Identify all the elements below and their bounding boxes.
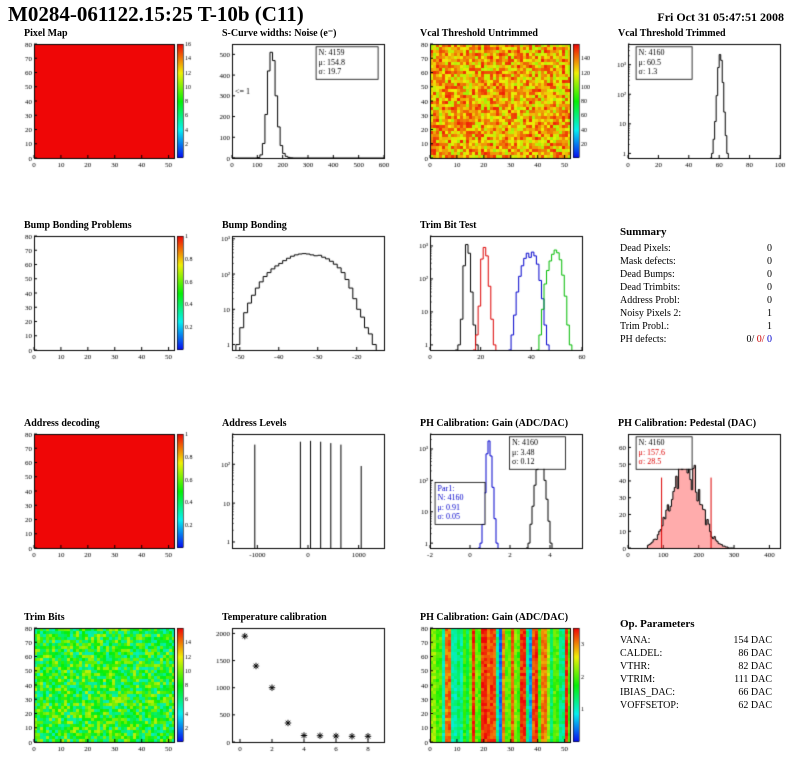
trim-bits-map-canvas bbox=[8, 624, 194, 756]
param-row: VOFFSETOP: 62 DAC bbox=[620, 700, 772, 711]
param-row: IBIAS_DAC: 66 DAC bbox=[620, 687, 772, 698]
chart-title: PH Calibration: Gain (ADC/DAC) bbox=[420, 612, 569, 623]
trim-bit-test-canvas bbox=[404, 232, 590, 364]
chart-title: Vcal Threshold Untrimmed bbox=[420, 28, 538, 39]
param-row: Mask defects: 0 bbox=[620, 256, 772, 267]
param-row: PH defects: 0/ 0/ 0 bbox=[620, 334, 772, 345]
vcal-trimmed-canvas bbox=[602, 40, 788, 172]
param-row: Dead Trimbits: 0 bbox=[620, 282, 772, 293]
timestamp: Fri Oct 31 05:47:51 2008 bbox=[657, 10, 784, 24]
param-row: CALDEL: 86 DAC bbox=[620, 648, 772, 659]
panel-summary: Summary Dead Pixels: 0 Mask defects: 0 Dead … bbox=[620, 226, 772, 346]
chart-title: Bump Bonding bbox=[222, 220, 287, 231]
ph-pedestal-canvas bbox=[602, 430, 788, 562]
panel-ph-gain-hist: PH Calibration: Gain (ADC/DAC) bbox=[404, 418, 594, 564]
address-levels-canvas bbox=[206, 430, 392, 562]
chart-title: Address Levels bbox=[222, 418, 287, 429]
chart-title: Temperature calibration bbox=[222, 612, 327, 623]
scurve-noise-canvas bbox=[206, 40, 392, 172]
summary-title: Summary bbox=[620, 226, 667, 238]
op-parameters-title: Op. Parameters bbox=[620, 618, 695, 630]
op-parameters-rows: VANA: 154 DAC CALDEL: 86 DAC VTHR: 82 DAC VTRI… bbox=[620, 634, 772, 712]
chart-title: Pixel Map bbox=[24, 28, 68, 39]
param-row: Dead Bumps: 0 bbox=[620, 269, 772, 280]
bump-bonding-problems-canvas bbox=[8, 232, 194, 364]
chart-title: PH Calibration: Pedestal (DAC) bbox=[618, 418, 757, 429]
page-title: M0284-061122.15:25 T-10b (C11) bbox=[8, 2, 304, 26]
chart-title: PH Calibration: Gain (ADC/DAC) bbox=[420, 418, 569, 429]
param-row: Dead Pixels: 0 bbox=[620, 243, 772, 254]
panel-vcal-trimmed: Vcal Threshold Trimmed bbox=[602, 28, 792, 174]
panel-vcal-untrimmed: Vcal Threshold Untrimmed bbox=[404, 28, 594, 174]
panel-trim-bit-test: Trim Bit Test bbox=[404, 220, 594, 366]
panel-trim-bits-map: Trim Bits bbox=[8, 612, 198, 758]
temperature-calibration-canvas bbox=[206, 624, 392, 756]
param-row: Noisy Pixels 2: 1 bbox=[620, 308, 772, 319]
chart-title: Bump Bonding Problems bbox=[24, 220, 132, 231]
chart-title: Vcal Threshold Trimmed bbox=[618, 28, 726, 39]
panel-scurve-noise: S-Curve widths: Noise (e⁻) bbox=[206, 28, 396, 174]
ph-gain-map-canvas bbox=[404, 624, 590, 756]
panel-pixel-map: Pixel Map bbox=[8, 28, 198, 174]
panel-ph-gain-map: PH Calibration: Gain (ADC/DAC) bbox=[404, 612, 594, 758]
param-row: Trim Probl.: 1 bbox=[620, 321, 772, 332]
panel-address-decoding: Address decoding bbox=[8, 418, 198, 564]
summary-rows: Dead Pixels: 0 Mask defects: 0 Dead Bumps: 0 D… bbox=[620, 242, 772, 346]
param-row: VANA: 154 DAC bbox=[620, 635, 772, 646]
panel-address-levels: Address Levels bbox=[206, 418, 396, 564]
vcal-untrimmed-canvas bbox=[404, 40, 590, 172]
panel-temperature-calibration: Temperature calibration bbox=[206, 612, 396, 758]
pixel-map-canvas bbox=[8, 40, 194, 172]
ph-gain-hist-canvas bbox=[404, 430, 590, 562]
bump-bonding-canvas bbox=[206, 232, 392, 364]
address-decoding-canvas bbox=[8, 430, 194, 562]
panel-bump-bonding-problems: Bump Bonding Problems bbox=[8, 220, 198, 366]
panel-ph-pedestal: PH Calibration: Pedestal (DAC) bbox=[602, 418, 792, 564]
chart-title: S-Curve widths: Noise (e⁻) bbox=[222, 28, 337, 39]
param-row: Address Probl: 0 bbox=[620, 295, 772, 306]
panel-op-parameters: Op. Parameters VANA: 154 DAC CALDEL: 86 DAC… bbox=[620, 618, 772, 712]
panel-bump-bonding: Bump Bonding bbox=[206, 220, 396, 366]
param-row: VTRIM: 111 DAC bbox=[620, 674, 772, 685]
chart-title: Trim Bit Test bbox=[420, 220, 477, 231]
chart-title: Address decoding bbox=[24, 418, 100, 429]
chart-title: Trim Bits bbox=[24, 612, 65, 623]
param-row: VTHR: 82 DAC bbox=[620, 661, 772, 672]
